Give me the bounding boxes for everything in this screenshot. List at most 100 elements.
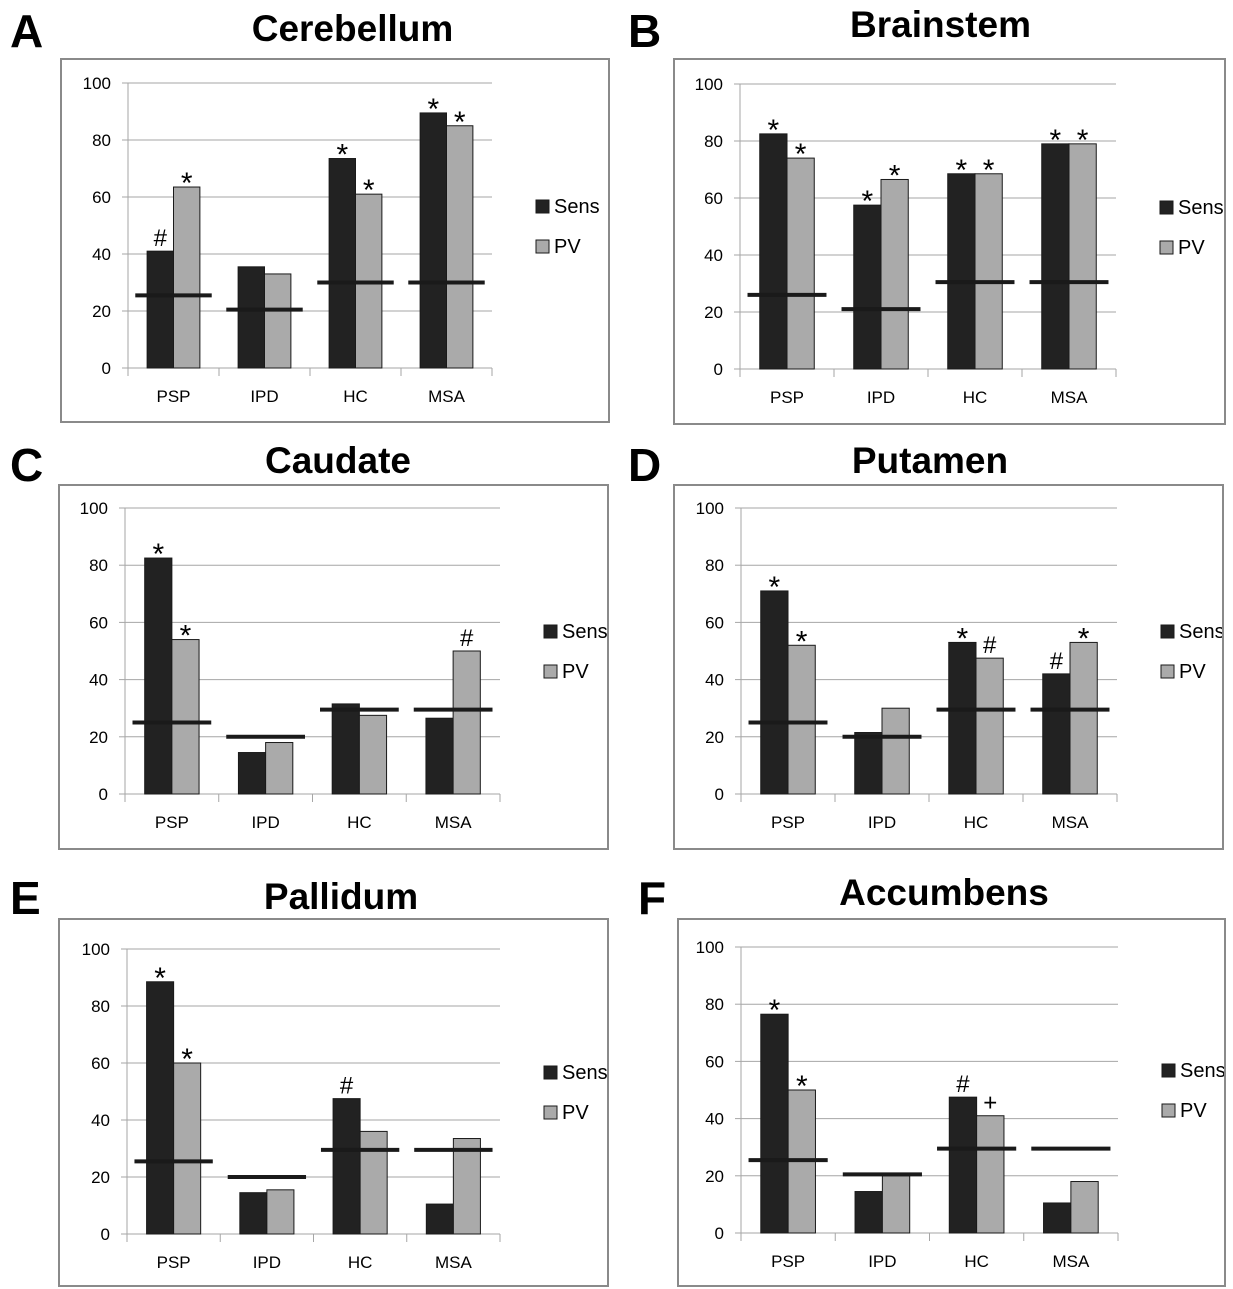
legend-label-sens: Sens: [562, 621, 607, 643]
x-tick-label: PSP: [156, 387, 190, 406]
y-tick-label: 0: [714, 360, 723, 379]
y-tick-label: 60: [89, 613, 108, 632]
pv-bar-psp: [173, 1062, 202, 1235]
pv-bar-ipd: [881, 1175, 911, 1234]
x-tick-label: MSA: [435, 1253, 473, 1272]
significance-marker: *: [957, 622, 969, 655]
x-tick-label: MSA: [435, 813, 473, 832]
significance-marker: #: [340, 1073, 354, 1100]
significance-marker: *: [1050, 124, 1062, 157]
sens-bar-hc: [331, 703, 360, 795]
sens-bar-msa: [425, 717, 454, 795]
legend-swatch-pv: [535, 239, 550, 254]
pv-bar-ipd: [881, 707, 910, 795]
significance-marker: *: [336, 139, 348, 172]
bar-chart: 0 20 40 60 80 100 PSP * * IPD * * HC * * MSA * * Sens PV: [695, 75, 1224, 407]
y-tick-label: 40: [91, 1111, 110, 1130]
x-tick-label: PSP: [157, 1253, 191, 1272]
significance-marker: +: [983, 1090, 997, 1117]
significance-marker: *: [1078, 622, 1090, 655]
panel-letter: B: [628, 5, 662, 57]
x-tick-label: PSP: [155, 813, 189, 832]
x-tick-label: IPD: [250, 387, 278, 406]
legend-swatch-sens: [1161, 1063, 1176, 1078]
chart-title: Caudate: [265, 440, 411, 481]
pv-bar-ipd: [266, 1189, 295, 1235]
pv-bar-hc: [976, 1115, 1005, 1234]
y-tick-label: 80: [92, 131, 111, 150]
pv-bar-ipd: [264, 273, 292, 369]
sens-bar-msa: [1042, 673, 1071, 795]
y-tick-label: 40: [89, 671, 108, 690]
significance-marker: *: [769, 571, 781, 604]
sens-bar-hc: [328, 158, 356, 369]
chart-area: 0 20 40 60 80 100 PSP * * IPD * * HC * * MSA * * Sens PV: [673, 58, 1226, 425]
sens-bar-hc: [948, 641, 977, 795]
chart-area: 0 20 40 60 80 100 PSP * * IPD HC # MSA Sens PV: [58, 918, 609, 1287]
sens-bar-ipd: [853, 204, 882, 370]
pv-bar-hc: [358, 714, 388, 795]
y-tick-label: 60: [705, 613, 724, 632]
pv-bar-ipd: [880, 178, 909, 370]
y-tick-label: 40: [705, 1110, 724, 1129]
x-tick-label: PSP: [770, 388, 804, 407]
pv-bar-psp: [171, 639, 200, 795]
panel-letter: D: [628, 439, 662, 491]
chart-title: Putamen: [851, 440, 1009, 481]
chart-title: Brainstem: [850, 4, 1031, 45]
x-tick-label: PSP: [771, 813, 805, 832]
y-tick-label: 20: [92, 302, 111, 321]
significance-marker: *: [796, 1070, 808, 1103]
legend-swatch-sens: [1159, 200, 1174, 215]
pv-bar-msa: [1070, 1181, 1099, 1234]
significance-marker: *: [181, 1043, 193, 1076]
legend-label-pv: PV: [562, 661, 589, 683]
x-tick-label: MSA: [1052, 813, 1090, 832]
legend-label-sens: Sens: [1179, 621, 1222, 643]
chart-area: 0 20 40 60 80 100 PSP * * IPD HC # + MSA Sens PV: [677, 918, 1226, 1287]
x-tick-label: HC: [347, 813, 372, 832]
sens-bar-msa: [1043, 1202, 1072, 1234]
significance-marker: *: [181, 167, 193, 200]
y-tick-label: 40: [705, 671, 724, 690]
legend-label-pv: PV: [1178, 237, 1205, 259]
significance-marker: #: [956, 1071, 970, 1098]
pv-bar-msa: [452, 650, 481, 795]
legend-swatch-sens: [543, 624, 558, 639]
chart-area: 0 20 40 60 80 100 PSP * * IPD HC MSA # Sens PV: [58, 484, 609, 850]
significance-marker: *: [768, 114, 780, 147]
y-tick-label: 80: [91, 997, 110, 1016]
significance-marker: *: [1077, 124, 1089, 157]
legend-label-sens: Sens: [1180, 1060, 1224, 1082]
significance-marker: *: [983, 154, 995, 187]
y-tick-label: 20: [705, 728, 724, 747]
panel-letter: F: [638, 872, 667, 924]
y-tick-label: 0: [99, 785, 108, 804]
y-tick-label: 80: [704, 132, 723, 151]
y-tick-label: 0: [102, 359, 111, 378]
sens-bar-ipd: [239, 1192, 268, 1235]
significance-marker: *: [862, 185, 874, 218]
y-tick-label: 0: [715, 785, 724, 804]
significance-marker: *: [363, 174, 375, 207]
legend-swatch-sens: [1160, 624, 1175, 639]
pv-bar-msa: [452, 1138, 481, 1235]
x-tick-label: MSA: [1052, 1252, 1090, 1271]
significance-marker: *: [796, 625, 808, 658]
x-tick-label: PSP: [771, 1252, 805, 1271]
bar-chart: 0 20 40 60 80 100 PSP * * IPD HC # MSA Sens PV: [82, 940, 607, 1272]
x-tick-label: HC: [963, 388, 988, 407]
sens-bar-ipd: [854, 1191, 883, 1234]
y-tick-label: 20: [704, 303, 723, 322]
y-tick-label: 100: [83, 74, 111, 93]
panel-letter: C: [10, 439, 44, 491]
y-tick-label: 60: [705, 1052, 724, 1071]
pv-bar-msa: [1068, 143, 1097, 370]
legend-label-pv: PV: [1179, 661, 1206, 683]
significance-marker: #: [154, 225, 168, 252]
x-tick-label: HC: [964, 1252, 989, 1271]
legend-label-pv: PV: [562, 1102, 589, 1124]
chart-title: Cerebellum: [251, 8, 454, 49]
bar-chart: 0 20 40 60 80 100 PSP * * IPD HC MSA # Sens PV: [80, 499, 607, 832]
pv-bar-hc: [975, 657, 1004, 795]
